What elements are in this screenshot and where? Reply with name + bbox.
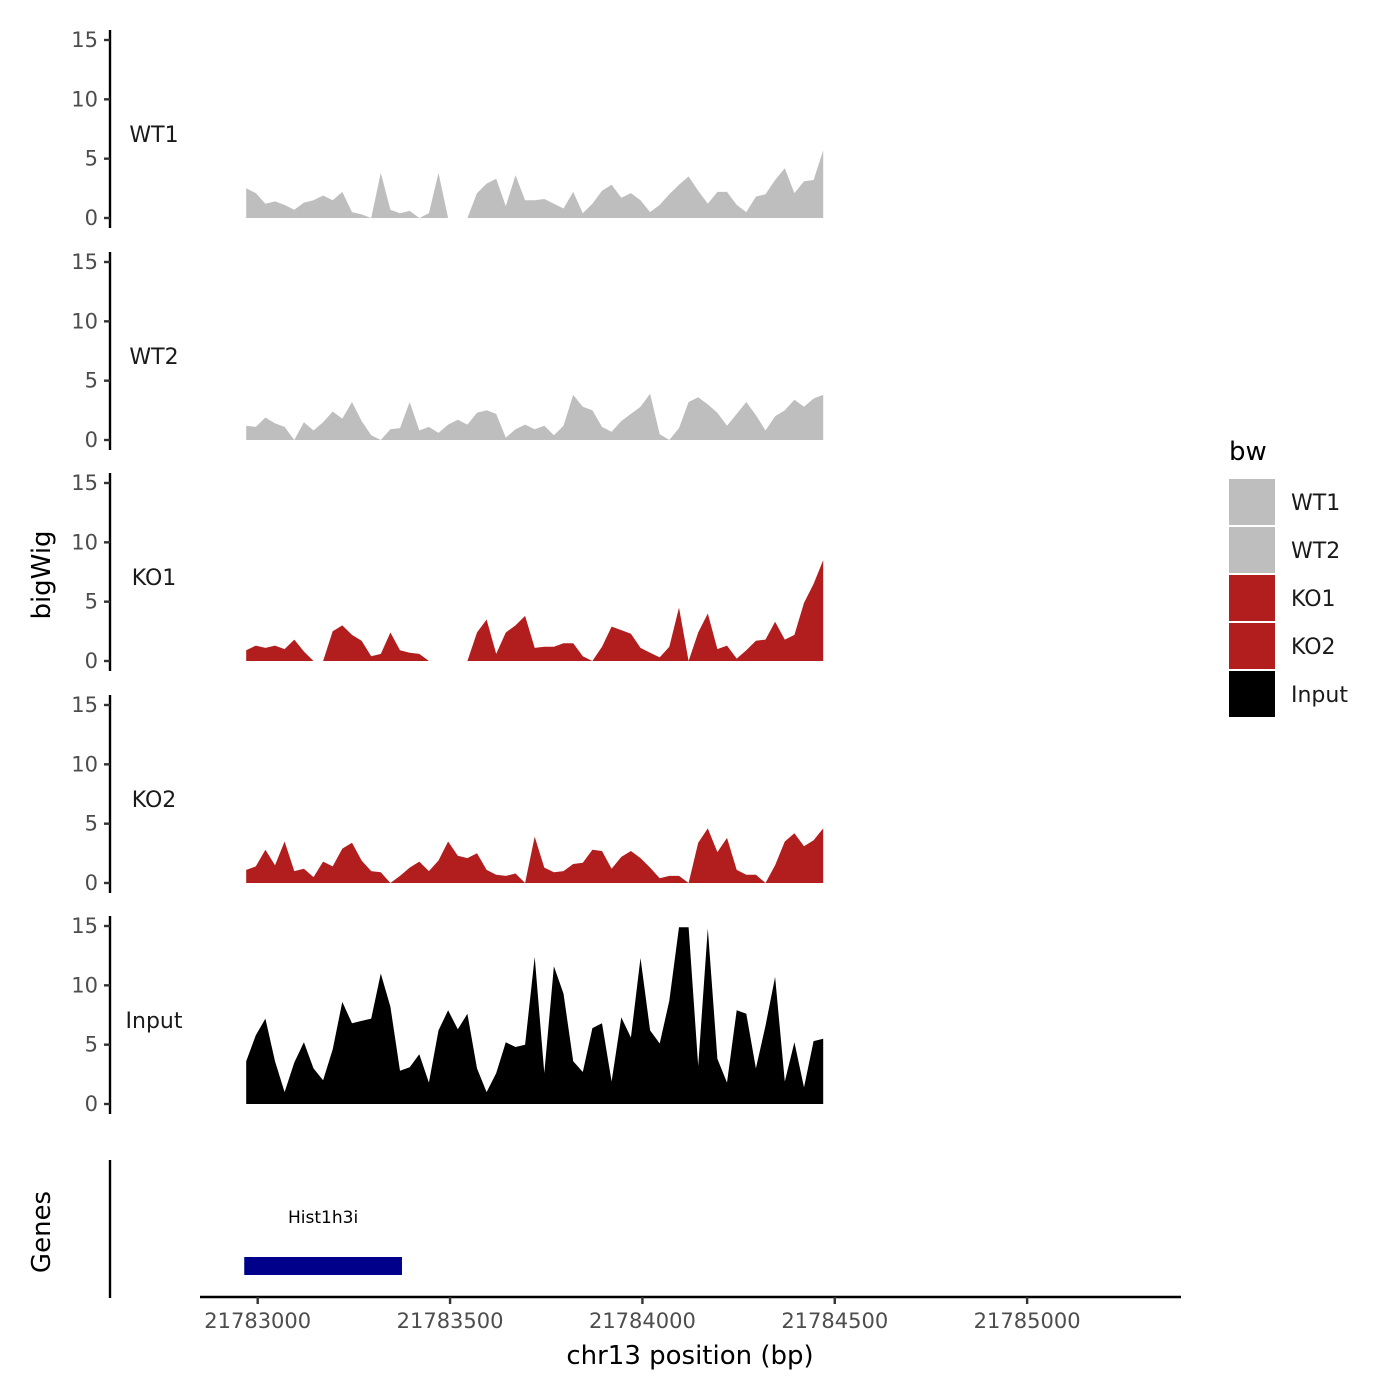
y-tick-label: 0: [85, 1092, 98, 1116]
y-tick-label: 0: [85, 871, 98, 895]
legend-key-wt2: [1229, 527, 1275, 573]
track-panel-ko1: 0 5 10 15 KO1: [71, 471, 824, 673]
track-panel-input: 0 5 10 15 Input: [71, 914, 824, 1116]
y-tick-label: 15: [71, 250, 98, 274]
x-tick-label: 21784000: [589, 1309, 696, 1333]
x-axis-title: chr13 position (bp): [566, 1341, 813, 1371]
y-tick-label: 10: [71, 530, 98, 554]
gene-body: [244, 1257, 402, 1275]
y-tick-label: 15: [71, 914, 98, 938]
signal-area-ko1: [246, 560, 824, 661]
y-tick-label: 10: [71, 973, 98, 997]
legend-label-input: Input: [1291, 683, 1348, 708]
track-panels: 0 5 10 15 WT1 0 5 10 15 WT2 0 5 10 15 KO1 0 5 10 15 KO2 0 5 10…: [71, 28, 824, 1116]
y-tick-label: 5: [85, 812, 98, 836]
track-label-ko1: KO1: [132, 566, 177, 591]
x-tick-label: 21783000: [204, 1309, 311, 1333]
x-tick-label: 21785000: [974, 1309, 1081, 1333]
legend-label-ko1: KO1: [1291, 587, 1336, 612]
track-label-input: Input: [126, 1009, 183, 1034]
legend-title: bw: [1229, 437, 1267, 467]
y-tick-label: 10: [71, 752, 98, 776]
y-tick-label: 5: [85, 590, 98, 614]
gene-panel-title: Genes: [27, 1191, 57, 1273]
y-tick-label: 5: [85, 1033, 98, 1057]
gene-panel: Hist1h3i: [108, 1160, 402, 1298]
legend-label-ko2: KO2: [1291, 635, 1336, 660]
y-tick-label: 0: [85, 649, 98, 673]
legend: bw WT1 WT2 KO1 KO2 Input: [1229, 437, 1348, 717]
legend-key-ko1: [1229, 575, 1275, 621]
legend-key-input: [1229, 671, 1275, 717]
signal-area-ko2: [246, 828, 824, 883]
y-tick-label: 0: [85, 428, 98, 452]
signal-area-input: [246, 927, 824, 1104]
y-tick-label: 5: [85, 369, 98, 393]
y-tick-label: 10: [71, 87, 98, 111]
y-tick-label: 15: [71, 693, 98, 717]
x-tick-label: 21784500: [781, 1309, 888, 1333]
y-tick-label: 5: [85, 147, 98, 171]
track-label-ko2: KO2: [132, 788, 177, 813]
track-label-wt2: WT2: [129, 345, 178, 370]
track-panel-ko2: 0 5 10 15 KO2: [71, 693, 824, 895]
track-label-wt1: WT1: [129, 123, 178, 148]
signal-area-wt1: [246, 150, 824, 218]
track-panel-wt2: 0 5 10 15 WT2: [71, 250, 824, 452]
legend-key-ko2: [1229, 623, 1275, 669]
x-tick-label: 21783500: [397, 1309, 504, 1333]
y-tick-label: 15: [71, 471, 98, 495]
y-tick-label: 10: [71, 309, 98, 333]
legend-label-wt1: WT1: [1291, 491, 1340, 516]
y-axis-title: bigWig: [27, 530, 57, 619]
x-axis: 21783000 21783500 21784000 21784500 21785000: [200, 1295, 1181, 1333]
legend-key-wt1: [1229, 479, 1275, 525]
gene-label: Hist1h3i: [288, 1208, 358, 1228]
signal-area-wt2: [246, 393, 824, 440]
y-tick-label: 15: [71, 28, 98, 52]
y-tick-label: 0: [85, 206, 98, 230]
legend-label-wt2: WT2: [1291, 539, 1340, 564]
track-panel-wt1: 0 5 10 15 WT1: [71, 28, 824, 230]
